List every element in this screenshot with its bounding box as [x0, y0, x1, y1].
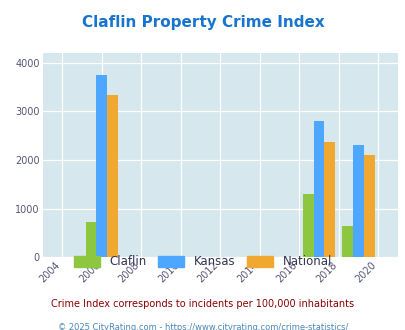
Text: © 2025 CityRating.com - https://www.cityrating.com/crime-statistics/: © 2025 CityRating.com - https://www.city… [58, 323, 347, 330]
Bar [341, 226, 352, 257]
Bar [313, 121, 324, 257]
Legend: Claflin, Kansas, National: Claflin, Kansas, National [69, 250, 336, 273]
Bar [302, 194, 313, 257]
Text: Claflin Property Crime Index: Claflin Property Crime Index [81, 15, 324, 30]
Bar [352, 145, 363, 257]
Bar [96, 75, 107, 257]
Text: Crime Index corresponds to incidents per 100,000 inhabitants: Crime Index corresponds to incidents per… [51, 299, 354, 309]
Bar [363, 155, 374, 257]
Bar [85, 222, 96, 257]
Bar [107, 95, 118, 257]
Bar [324, 142, 335, 257]
